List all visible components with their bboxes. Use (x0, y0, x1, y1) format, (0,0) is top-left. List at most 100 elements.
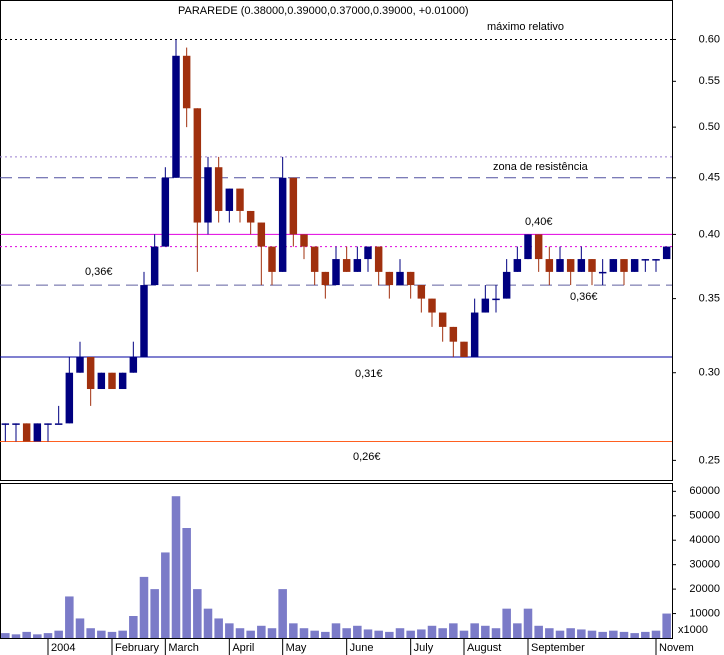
volume-bar (86, 628, 95, 638)
unit-label: x1000 (678, 624, 708, 636)
volume-bar (225, 623, 234, 638)
candle-body (246, 210, 255, 223)
candle-body (278, 177, 287, 272)
volume-bar (267, 628, 277, 638)
y-tick-label: 40000 (689, 534, 720, 546)
volume-bar (513, 623, 522, 638)
x-tick-label: 2004 (51, 642, 75, 654)
candle-body (353, 259, 362, 272)
volume-bar (385, 631, 394, 638)
candle-body (65, 372, 74, 424)
candle-body (417, 285, 426, 299)
volume-bar (54, 630, 63, 638)
y-tick-label: 0.45 (699, 172, 720, 184)
volume-bar (662, 613, 671, 638)
volume-bar (97, 630, 106, 638)
volume-bar (587, 630, 597, 638)
volume-bar (406, 630, 415, 638)
y-tick-label: 0.50 (699, 121, 720, 133)
candle-body (129, 356, 138, 373)
candle-body (268, 246, 276, 272)
y-tick-label: 20000 (689, 583, 720, 595)
y-tick-label: 0.35 (699, 293, 720, 305)
volume-bar (545, 628, 554, 638)
candle-body (204, 167, 212, 223)
volume-bar (363, 629, 373, 638)
chart-title: PARAREDE (0.38000,0.39000,0.37000,0.3900… (178, 5, 469, 17)
candle-body (364, 246, 372, 260)
candle-body (140, 285, 148, 357)
level-label: 0,26€ (353, 451, 381, 463)
candle-body (641, 259, 650, 261)
volume-bar (235, 628, 245, 638)
volume-bar (321, 631, 330, 638)
volume-bar (331, 623, 341, 638)
candle-body (556, 259, 564, 272)
candle-body (662, 246, 671, 260)
candle-body (76, 356, 84, 373)
y-tick-label: 0.55 (699, 75, 720, 87)
candle-body (44, 423, 52, 425)
candle-body (502, 271, 511, 299)
x-tick-label: April (232, 642, 254, 654)
volume-bar (22, 631, 31, 638)
candle-body (161, 177, 170, 247)
volume-bar (43, 633, 53, 638)
x-tick-label: May (286, 642, 307, 654)
x-tick-label: March (168, 642, 199, 654)
volume-bar (534, 625, 543, 638)
candle-body (492, 298, 500, 301)
level-label: 0,36€ (570, 291, 598, 303)
candle-body (374, 246, 383, 272)
level-label: 0,36€ (85, 266, 113, 278)
y-tick-label: 10000 (689, 607, 720, 619)
candle-body (321, 271, 330, 286)
candle-body (577, 259, 586, 272)
volume-bar (289, 623, 298, 638)
volume-bar (417, 629, 426, 638)
y-tick-label: 60000 (689, 485, 720, 497)
x-tick-label: July (414, 642, 434, 654)
candle-body (236, 188, 244, 211)
y-tick-label: 0.40 (699, 228, 720, 240)
candle-body (118, 372, 127, 390)
level-label: máximo relativo (487, 21, 564, 33)
candle-body (470, 312, 479, 357)
candle-body (630, 259, 639, 272)
candle-body (332, 259, 340, 286)
volume-bar (459, 630, 469, 638)
volume-bar (619, 631, 629, 638)
volume-bar (65, 596, 74, 638)
volume-bar (555, 630, 565, 638)
candle-body (289, 177, 298, 235)
volume-bar (171, 496, 181, 638)
level-label: zona de resistência (493, 161, 589, 173)
x-tick-label: Novem (659, 642, 694, 654)
x-tick-label: June (350, 642, 374, 654)
candle-body (406, 271, 415, 286)
volume-bar (150, 589, 159, 638)
candle-body (396, 271, 404, 286)
candle-body (342, 259, 351, 272)
volume-bar (161, 552, 170, 638)
volume-bar (203, 608, 213, 638)
candle-body (86, 356, 95, 390)
volume-bar (1, 633, 10, 638)
candle-body (54, 423, 63, 425)
volume-bar (129, 616, 138, 638)
candle-body (12, 423, 20, 425)
candle-body (481, 298, 490, 313)
candle-body (449, 326, 458, 342)
x-tick-label: September (531, 642, 585, 654)
y-tick-label: 50000 (689, 510, 720, 522)
candle-body (460, 341, 468, 357)
candle-body (620, 259, 628, 272)
candle-body (534, 234, 543, 260)
volume-bar (577, 629, 586, 638)
volume-bar (33, 634, 42, 638)
candle-body (97, 372, 106, 390)
candle-body (598, 271, 607, 274)
volume-bar (278, 589, 287, 638)
volume-bar (481, 625, 490, 638)
